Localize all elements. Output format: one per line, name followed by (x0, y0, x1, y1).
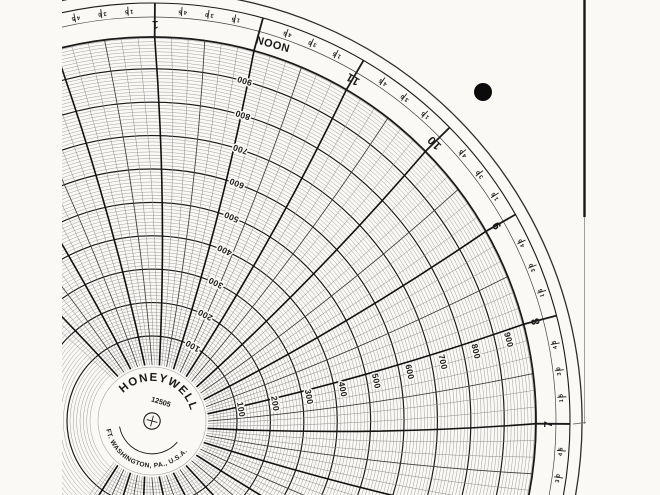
minute-label: 30 (528, 261, 538, 273)
minute-tick (421, 110, 429, 118)
minute-tick (180, 7, 183, 17)
minute-tick (517, 239, 526, 245)
minute-label: 45 (281, 29, 293, 38)
scale-label-730: 300 (303, 388, 316, 405)
hour-tick (424, 126, 451, 153)
minute-tick (73, 13, 77, 23)
center-crosshair-icon (146, 415, 158, 427)
minute-tick (100, 9, 103, 19)
minute-label: 15 (489, 189, 500, 201)
scale-label-730: 200 (269, 395, 282, 412)
black-dot-mark (474, 83, 492, 101)
hour-label: 7 (543, 420, 555, 427)
hour-tick (523, 314, 557, 326)
minute-ticks-and-labels: 45 30 15 45 30 15 45 30 15 45 30 15 45 30 15 45 30 15 45 30… (69, 6, 567, 483)
scale-label-noon: 800 (234, 108, 252, 122)
minute-tick (554, 369, 564, 372)
scale-label-730: 900 (502, 331, 516, 348)
minute-label: 15 (330, 49, 342, 59)
minute-label: 45 (551, 338, 559, 350)
minute-tick (557, 396, 567, 398)
minute-label: 45 (376, 76, 388, 87)
minute-tick (284, 28, 289, 38)
minute-label: 30 (474, 167, 485, 179)
minute-label: 30 (203, 11, 214, 18)
time-grid (62, 36, 537, 495)
minute-label: 45 (176, 8, 187, 15)
hour-label: 9 (490, 219, 504, 231)
minute-tick (537, 289, 547, 294)
hour-tick (47, 17, 56, 50)
scale-label-730: 400 (336, 381, 349, 398)
minute-label: 15 (123, 8, 134, 15)
scale-label-noon: 700 (231, 142, 249, 157)
scale-label-730: 500 (370, 372, 383, 389)
minute-label: 45 (457, 147, 468, 159)
scale-label-730: 700 (436, 353, 449, 370)
minute-label: 45 (69, 14, 81, 22)
minute-tick (550, 342, 560, 346)
scale-label-730: 100 (235, 401, 247, 418)
hour-label: 8 (529, 316, 542, 326)
minute-label: 45 (516, 236, 526, 248)
minute-label: 15 (558, 392, 565, 403)
minute-tick (333, 49, 339, 59)
minute-label: 15 (419, 108, 431, 120)
minute-label: 30 (555, 472, 562, 483)
minute-label: 30 (398, 91, 410, 102)
hour-tick (485, 213, 516, 233)
minute-label: 15 (229, 15, 241, 23)
hour-tick (253, 17, 264, 52)
minute-label: 30 (306, 38, 318, 48)
minute-tick (475, 170, 484, 177)
minute-label: 30 (96, 10, 107, 17)
minute-tick (127, 6, 129, 16)
minute-label: 45 (558, 445, 565, 456)
hour-label: 11 (344, 70, 362, 88)
minute-tick (379, 77, 386, 86)
minute-tick (556, 449, 566, 452)
hour-tick (345, 60, 365, 91)
minute-tick (528, 264, 537, 269)
minute-tick (490, 192, 499, 199)
minute-tick (401, 93, 408, 101)
scale-label-730: 600 (403, 363, 416, 380)
scale-label-noon: 400 (215, 243, 233, 259)
minute-label: 15 (537, 286, 546, 298)
scale-label-730: 800 (469, 343, 482, 360)
hour-label: 1 (151, 18, 158, 30)
small-dash-mark (572, 422, 587, 425)
paper-edge (62, 0, 583, 495)
radial-grid (62, 36, 537, 495)
minute-label: 30 (556, 365, 563, 376)
minute-tick (207, 9, 210, 19)
minute-tick (309, 38, 314, 48)
minute-tick (458, 149, 467, 156)
time-ring-band (62, 2, 571, 495)
scale-label-noon: 300 (207, 275, 225, 291)
minute-tick (554, 476, 564, 479)
minute-tick (233, 14, 237, 24)
